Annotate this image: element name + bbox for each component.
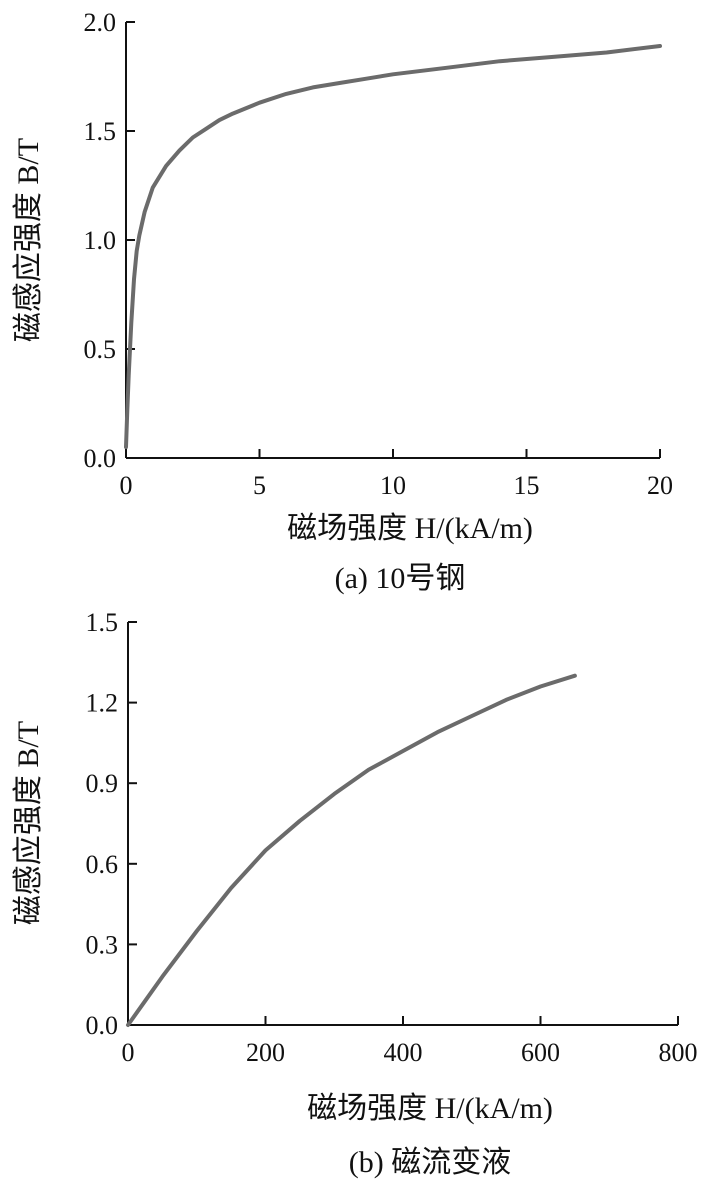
chart-a-x-tick-label: 20: [647, 471, 673, 500]
chart-a-y-tick-label: 0.5: [84, 335, 117, 364]
chart-b-y-tick-label: 0.3: [86, 930, 119, 959]
chart-a-x-tick-label: 0: [120, 471, 133, 500]
chart-a-y-tick-label: 1.5: [84, 117, 117, 146]
chart-b-x-tick-label: 400: [384, 1038, 423, 1067]
chart-a-y-tick-label: 1.0: [84, 226, 117, 255]
chart-b: 0 200 400 600 800 0.0 0.3 0.6 0.9 1.2 1.5 磁场强度 H/(…: [12, 608, 698, 1179]
chart-a-series-line: [124, 44, 662, 450]
chart-a-ticks: 0 5 10 15 20 0.0 0.5 1.0 1.5 2.0: [84, 8, 674, 500]
chart-b-y-axis-label: 磁感应强度 B/T: [12, 721, 45, 925]
chart-a-series: [124, 44, 662, 450]
chart-b-axes: [127, 622, 678, 1026]
chart-b-series-line: [126, 673, 577, 1027]
chart-a-y-tick-label: 2.0: [84, 8, 117, 37]
chart-b-x-tick-label: 200: [246, 1038, 285, 1067]
chart-b-ticks: 0 200 400 600 800 0.0 0.3 0.6 0.9 1.2 1.5: [86, 608, 698, 1067]
chart-b-y-tick-label: 0.0: [86, 1011, 119, 1040]
chart-b-x-tick-label: 800: [659, 1038, 698, 1067]
chart-b-y-tick-label: 1.5: [86, 608, 119, 637]
chart-b-y-tick-label: 0.6: [86, 850, 119, 879]
chart-b-series: [126, 673, 577, 1027]
chart-b-x-axis-label: 磁场强度 H/(kA/m): [307, 1092, 553, 1125]
chart-b-caption: (b) 磁流变液: [349, 1146, 511, 1179]
chart-b-y-tick-label: 0.9: [86, 769, 119, 798]
chart-b-y-tick-label: 1.2: [86, 689, 119, 718]
chart-a-y-axis-label: 磁感应强度 B/T: [12, 138, 45, 342]
chart-b-x-tick-label: 600: [521, 1038, 560, 1067]
chart-a-y-tick-label: 0.0: [84, 444, 117, 473]
chart-a-caption: (a) 10号钢: [335, 562, 466, 595]
chart-a-axes: [125, 22, 660, 459]
chart-a-x-tick-label: 10: [380, 471, 406, 500]
chart-a-x-axis-label: 磁场强度 H/(kA/m): [287, 512, 533, 545]
chart-a-x-tick-label: 15: [514, 471, 540, 500]
chart-b-x-tick-label: 0: [122, 1038, 135, 1067]
chart-a-x-tick-label: 5: [253, 471, 266, 500]
chart-a: 0 5 10 15 20 0.0 0.5 1.0 1.5 2.0 磁场强度 H/(kA/m) 磁感…: [12, 8, 673, 595]
